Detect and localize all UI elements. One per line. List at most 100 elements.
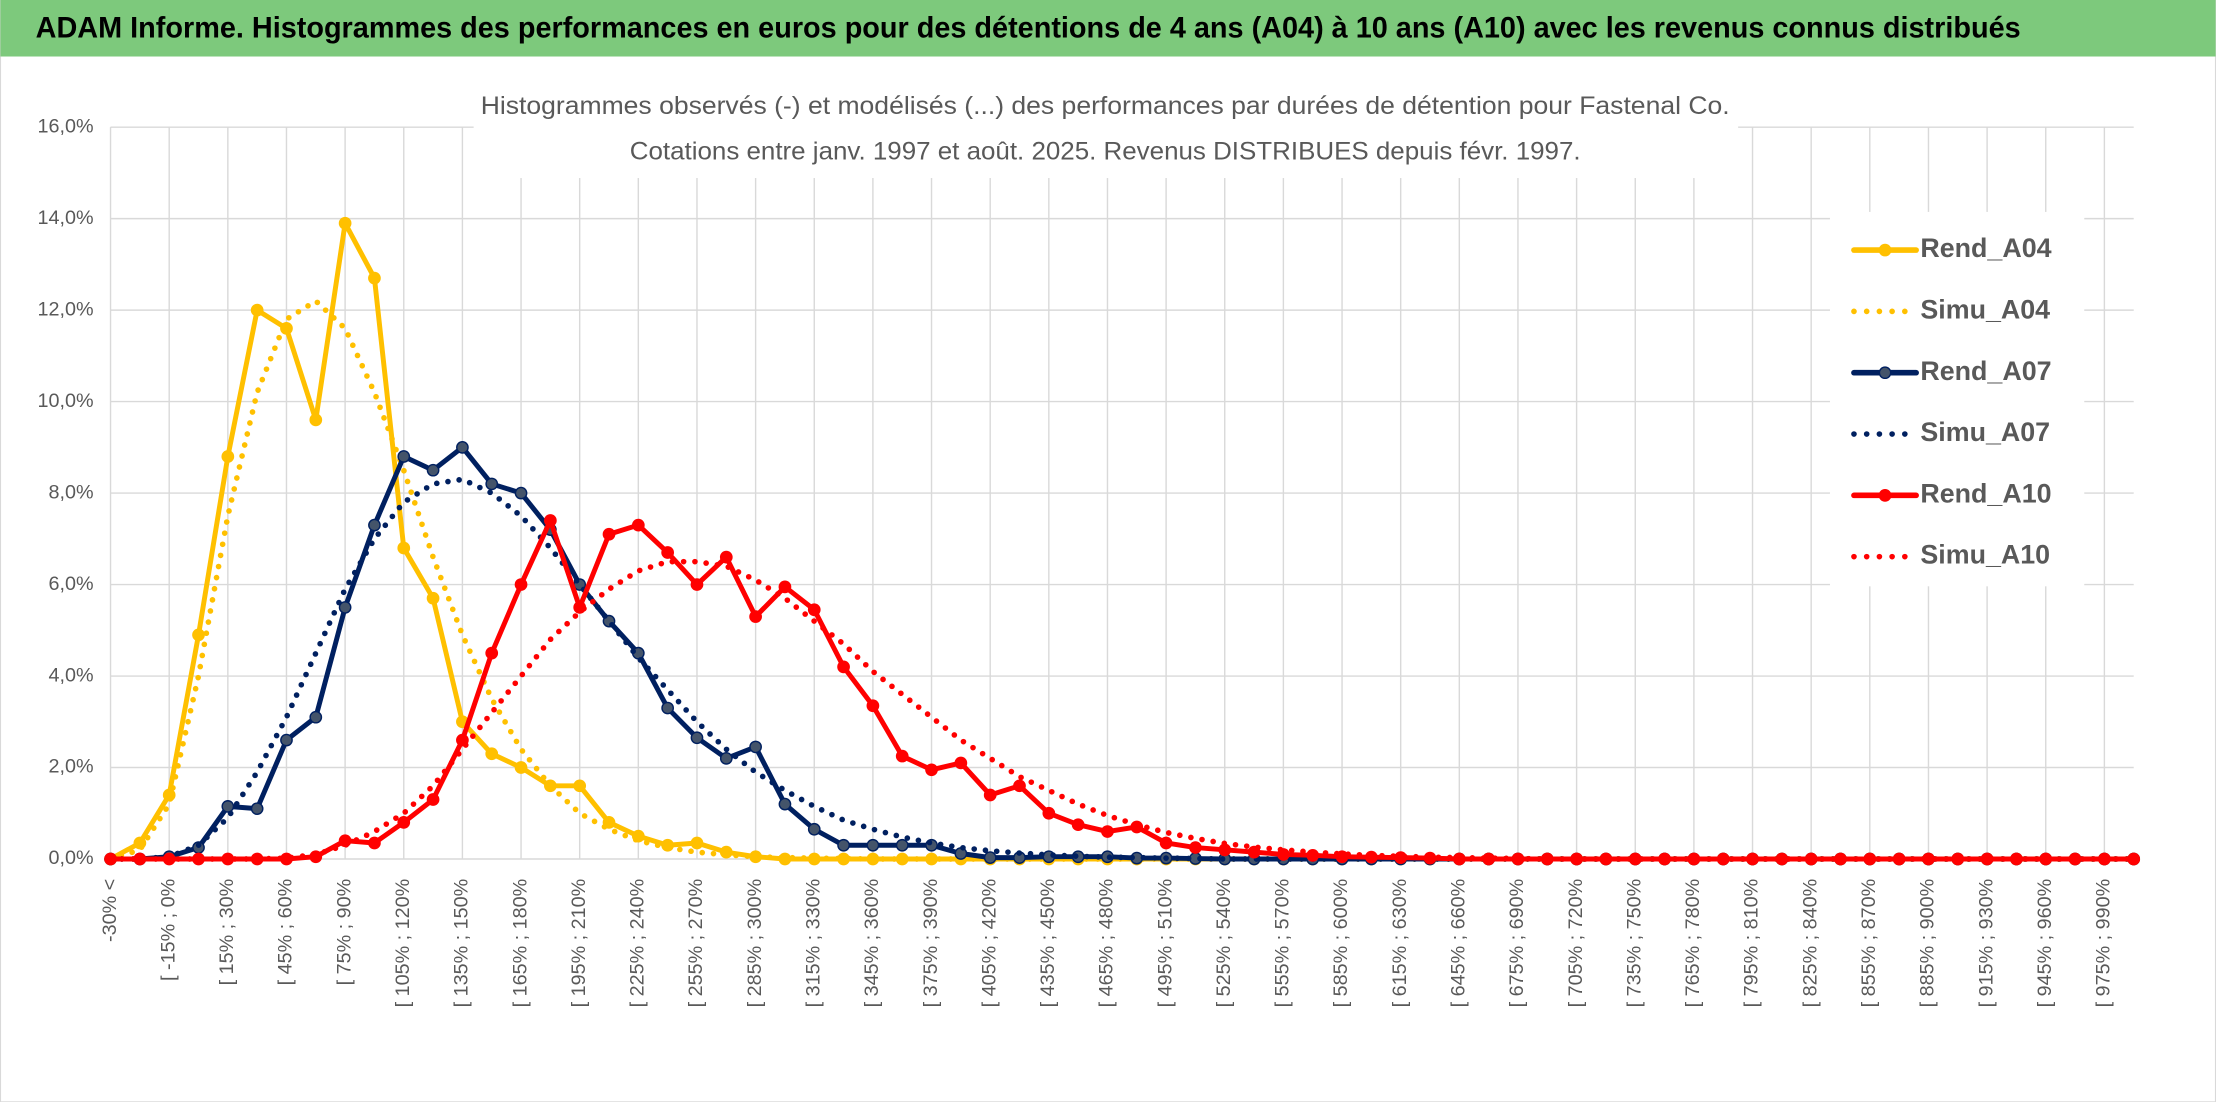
data-point xyxy=(544,514,557,527)
y-tick-label: 16,0% xyxy=(38,115,94,137)
legend-label: Rend_A10 xyxy=(1920,478,2051,508)
data-point xyxy=(954,756,968,770)
chart-subtitle: Cotations entre janv. 1997 et août. 2025… xyxy=(630,137,1581,165)
data-point xyxy=(309,413,323,427)
x-tick-label: [ 45% ; 60% xyxy=(275,879,297,986)
data-point xyxy=(1189,841,1202,854)
legend-marker xyxy=(1878,488,1892,502)
data-point xyxy=(602,527,616,541)
legend-marker xyxy=(1878,366,1892,380)
data-point xyxy=(221,450,235,463)
x-tick-label: [ 435% ; 450% xyxy=(1037,879,1059,1008)
data-point xyxy=(485,747,499,761)
data-point xyxy=(778,580,792,594)
x-tick-label: [ 765% ; 780% xyxy=(1682,879,1704,1008)
data-point xyxy=(426,463,440,477)
data-point xyxy=(250,303,264,317)
x-tick-label: [ 555% ; 570% xyxy=(1272,879,1294,1008)
x-tick-label: [ 345% ; 360% xyxy=(861,879,883,1008)
legend-marker xyxy=(1878,243,1892,257)
legend-label: Simu_A07 xyxy=(1920,417,2050,447)
series-line xyxy=(108,518,2137,862)
data-point xyxy=(221,800,235,813)
x-tick-label: [ 915% ; 930% xyxy=(1975,879,1997,1008)
x-tick-label: [ 495% ; 510% xyxy=(1154,879,1176,1008)
y-tick-label: 12,0% xyxy=(38,298,94,320)
x-tick-label: [ 525% ; 540% xyxy=(1213,879,1235,1008)
y-tick-label: 6,0% xyxy=(49,573,94,595)
data-point xyxy=(573,779,587,793)
x-tick-label: [ 75% ; 90% xyxy=(333,879,355,986)
legend-label: Rend_A04 xyxy=(1920,233,2051,263)
data-point xyxy=(1013,779,1026,793)
data-point xyxy=(309,710,323,724)
x-tick-label: [ 825% ; 840% xyxy=(1799,879,1821,1008)
data-point xyxy=(866,838,880,852)
x-tick-label: [ 465% ; 480% xyxy=(1096,879,1118,1008)
x-tick-label: [ 975% ; 990% xyxy=(2093,879,2115,1008)
x-tick-label: [ 285% ; 300% xyxy=(744,879,766,1008)
y-tick-label: 4,0% xyxy=(49,664,94,686)
x-tick-label: [ 675% ; 690% xyxy=(1506,879,1528,1008)
chart-title: Histogrammes observés (-) et modélisés (… xyxy=(481,92,1730,120)
data-point xyxy=(426,591,440,605)
data-point xyxy=(280,733,293,747)
legend-bg xyxy=(1829,211,2085,587)
x-tick-label: [ 165% ; 180% xyxy=(509,879,531,1008)
data-point xyxy=(690,578,704,591)
x-tick-label: [ 585% ; 600% xyxy=(1330,879,1352,1008)
data-point xyxy=(1159,836,1173,850)
data-point xyxy=(778,797,792,811)
legend-label: Simu_A10 xyxy=(1920,540,2050,570)
data-point xyxy=(1042,806,1056,820)
data-point xyxy=(749,610,762,623)
header-title: ADAM Informe. Histogrammes des performan… xyxy=(36,11,2021,44)
x-tick-label: [ 315% ; 330% xyxy=(802,879,824,1008)
data-point xyxy=(866,699,880,713)
data-point xyxy=(895,749,909,763)
y-tick-label: 8,0% xyxy=(49,481,94,503)
data-point xyxy=(368,518,381,532)
data-point xyxy=(368,836,381,850)
data-point xyxy=(514,486,528,500)
data-point xyxy=(426,793,440,806)
data-point xyxy=(397,541,411,555)
data-point xyxy=(807,603,821,617)
x-tick-label: -30% < xyxy=(99,879,121,942)
y-tick-label: 0,0% xyxy=(49,847,94,869)
data-point xyxy=(895,838,909,852)
data-point xyxy=(514,578,528,591)
x-tick-label: [ 15% ; 30% xyxy=(216,879,238,986)
data-point xyxy=(397,816,411,829)
data-point xyxy=(485,646,499,660)
data-point xyxy=(338,601,352,614)
title-bg xyxy=(473,84,1739,179)
x-tick-label: [ 135% ; 150% xyxy=(451,879,473,1008)
data-point xyxy=(837,660,850,674)
y-tick-label: 14,0% xyxy=(38,207,94,229)
x-tick-label: [ 615% ; 630% xyxy=(1389,879,1411,1008)
x-tick-label: [ 945% ; 960% xyxy=(2034,879,2056,1008)
data-point xyxy=(719,752,733,765)
data-point xyxy=(397,450,411,463)
y-tick-label: 2,0% xyxy=(49,756,94,778)
data-point xyxy=(749,740,762,754)
data-point xyxy=(719,550,733,564)
data-point xyxy=(456,440,469,454)
data-point xyxy=(192,628,205,642)
data-point xyxy=(1101,825,1114,838)
x-tick-label: [ 405% ; 420% xyxy=(978,879,1000,1008)
data-point xyxy=(514,761,528,774)
data-point xyxy=(631,518,645,532)
legend-label: Rend_A07 xyxy=(1920,356,2051,386)
x-tick-label: [ 195% ; 210% xyxy=(568,879,590,1008)
data-point xyxy=(338,216,352,230)
header-bar xyxy=(0,0,2216,57)
data-point xyxy=(1071,818,1085,832)
data-point xyxy=(250,802,264,816)
data-point xyxy=(690,836,704,850)
data-point xyxy=(485,477,499,491)
x-tick-label: [ 855% ; 870% xyxy=(1858,879,1880,1008)
